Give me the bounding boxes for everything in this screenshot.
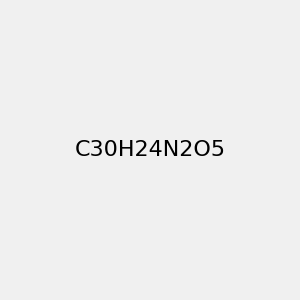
Text: C30H24N2O5: C30H24N2O5 bbox=[74, 140, 226, 160]
